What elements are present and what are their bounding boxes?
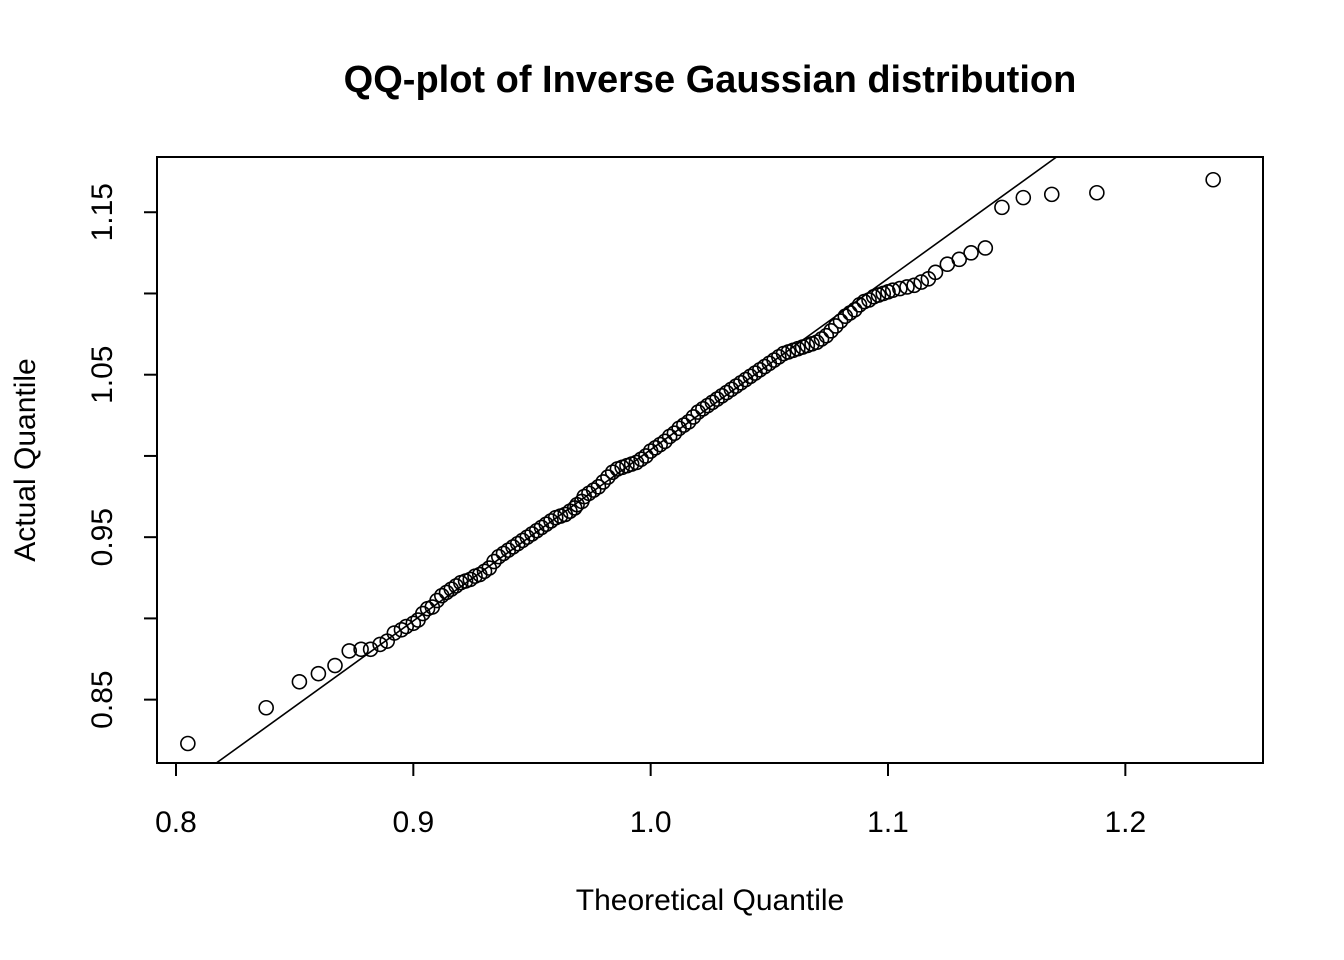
data-point bbox=[861, 292, 877, 308]
data-point bbox=[884, 282, 901, 299]
data-point bbox=[1043, 186, 1060, 203]
plot-area bbox=[180, 157, 1221, 763]
data-point bbox=[500, 542, 517, 558]
data-point bbox=[899, 279, 915, 295]
data-point bbox=[846, 301, 863, 318]
y-tick-label: 0.85 bbox=[86, 670, 119, 728]
plot-frame bbox=[156, 156, 1264, 764]
data-point bbox=[771, 349, 787, 365]
y-axis-title: Actual Quantile bbox=[9, 358, 42, 561]
data-point bbox=[429, 592, 445, 609]
y-axis: 0.85 0.95 1.05 1.15 bbox=[86, 183, 158, 729]
data-point bbox=[353, 641, 369, 658]
data-point bbox=[913, 274, 930, 290]
data-point bbox=[809, 334, 825, 351]
data-point bbox=[509, 535, 526, 552]
data-point bbox=[851, 297, 868, 313]
data-point bbox=[963, 245, 979, 261]
data-point bbox=[604, 464, 621, 480]
data-point bbox=[647, 440, 664, 456]
data-point bbox=[341, 643, 358, 659]
x-tick-label: 0.8 bbox=[155, 806, 197, 839]
data-point bbox=[291, 673, 308, 690]
data-point bbox=[514, 532, 531, 549]
data-point bbox=[310, 665, 327, 682]
data-point bbox=[180, 735, 196, 752]
data-point bbox=[528, 522, 545, 539]
data-point bbox=[543, 513, 559, 529]
data-point bbox=[524, 526, 540, 542]
data-point bbox=[718, 384, 735, 401]
x-axis: 0.8 0.9 1.0 1.1 1.2 bbox=[155, 762, 1146, 839]
data-point bbox=[1089, 184, 1105, 201]
data-point bbox=[476, 563, 493, 580]
y-tick-label: 1.15 bbox=[86, 183, 119, 241]
data-point bbox=[576, 488, 593, 505]
data-point bbox=[393, 621, 410, 638]
data-point bbox=[372, 636, 388, 653]
data-point bbox=[906, 277, 922, 294]
data-point bbox=[832, 313, 849, 329]
data-point bbox=[327, 657, 343, 674]
data-point bbox=[633, 451, 649, 467]
data-point bbox=[685, 409, 702, 425]
data-point bbox=[519, 529, 536, 545]
data-point bbox=[448, 578, 464, 594]
data-point bbox=[533, 519, 550, 536]
data-point bbox=[747, 365, 763, 381]
data-point bbox=[585, 482, 602, 498]
x-tick-label: 1.0 bbox=[630, 806, 672, 839]
data-point bbox=[818, 327, 835, 344]
data-point bbox=[666, 425, 683, 441]
data-point bbox=[994, 199, 1010, 216]
data-point bbox=[486, 553, 502, 570]
data-point bbox=[752, 362, 768, 378]
x-tick-label: 1.2 bbox=[1104, 806, 1146, 839]
data-point bbox=[680, 414, 697, 430]
data-point bbox=[590, 479, 607, 495]
data-point bbox=[951, 251, 968, 268]
data-point bbox=[723, 381, 740, 398]
x-tick-label: 0.9 bbox=[392, 806, 434, 839]
data-point bbox=[813, 331, 830, 347]
chart-title: QQ-plot of Inverse Gaussian distribution bbox=[344, 59, 1077, 101]
data-point bbox=[661, 428, 678, 445]
data-point bbox=[652, 436, 668, 453]
data-point bbox=[714, 388, 730, 404]
data-point bbox=[362, 641, 379, 658]
data-point bbox=[505, 539, 521, 555]
y-tick-label: 1.05 bbox=[86, 346, 119, 404]
x-tick-label: 1.1 bbox=[867, 806, 909, 839]
data-point bbox=[827, 318, 844, 334]
data-point bbox=[657, 433, 673, 450]
x-axis-title: Theoretical Quantile bbox=[576, 884, 844, 917]
data-point bbox=[927, 264, 944, 281]
data-point bbox=[600, 469, 616, 485]
data-point bbox=[728, 378, 744, 394]
data-point bbox=[638, 448, 654, 464]
y-tick-label: 0.95 bbox=[86, 508, 119, 566]
data-point bbox=[1015, 189, 1032, 206]
data-point bbox=[823, 323, 839, 339]
data-point bbox=[892, 280, 908, 297]
data-point bbox=[733, 375, 749, 391]
data-point bbox=[386, 625, 403, 641]
data-point bbox=[842, 305, 858, 321]
data-point bbox=[405, 615, 422, 632]
data-point bbox=[628, 454, 645, 471]
data-point bbox=[737, 371, 754, 388]
data-point bbox=[676, 417, 692, 433]
data-point bbox=[742, 368, 759, 385]
data-point bbox=[258, 699, 274, 716]
data-point bbox=[1205, 171, 1221, 188]
data-point bbox=[398, 618, 415, 635]
data-point bbox=[462, 571, 479, 588]
data-point bbox=[495, 545, 512, 562]
data-point bbox=[595, 474, 611, 490]
data-point bbox=[977, 240, 994, 256]
